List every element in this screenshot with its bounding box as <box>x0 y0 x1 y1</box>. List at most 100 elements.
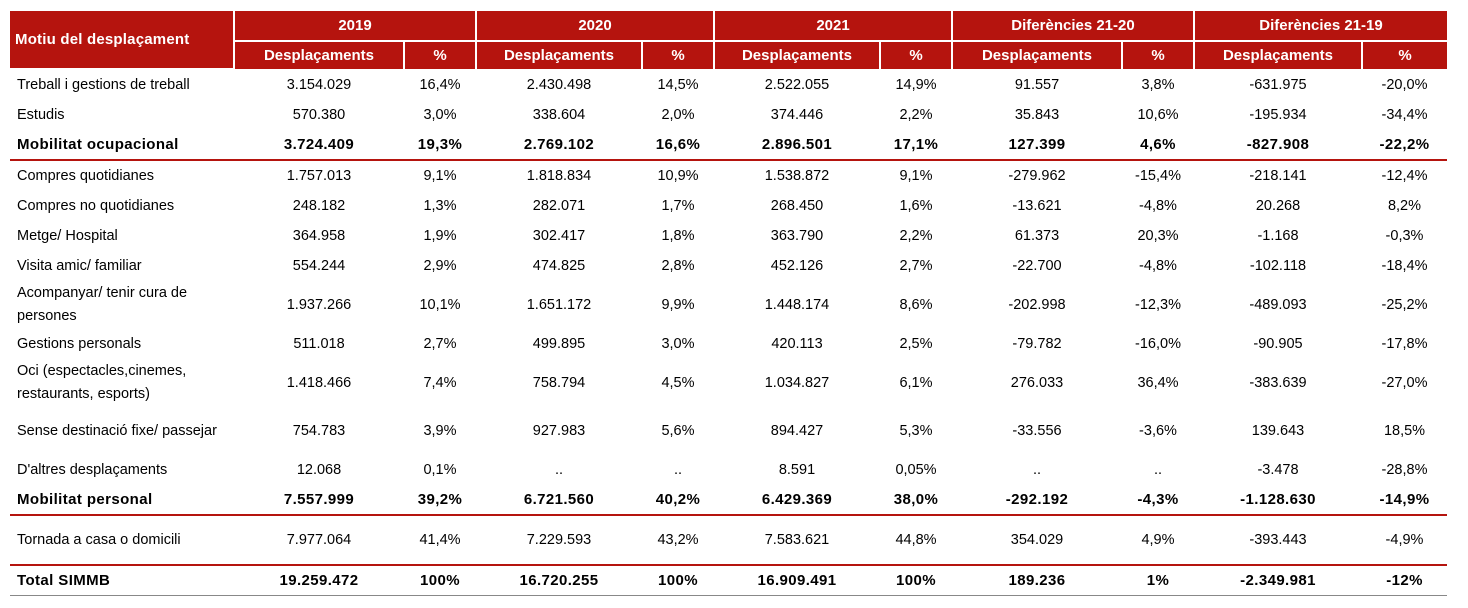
cell-diff2120-desp: -292.192 <box>952 485 1122 516</box>
cell-diff2119-desp: -3.478 <box>1257 462 1299 478</box>
row-compres-no-quotidianes: Compres no quotidianes 248.182 1,3% 282.071… <box>10 191 1447 221</box>
cell-2021-desp: 7.583.621 <box>714 515 880 566</box>
cell-2019-pct: 10,1% <box>419 297 461 313</box>
cell-diff2119-pct: -25,2% <box>1381 297 1428 313</box>
cell-2019-desp: 19.259.472 <box>234 565 404 596</box>
cell-2019-desp: 554.244 <box>292 258 346 274</box>
cell-2021-pct: 2,5% <box>899 336 933 352</box>
cell-2019-desp: 1.937.266 <box>286 297 352 313</box>
cell-diff2119-desp: -2.349.981 <box>1194 565 1362 596</box>
cell-2020-pct: 1,7% <box>661 198 695 214</box>
cell-2019-pct: 1,3% <box>423 198 457 214</box>
row-label: D'altres desplaçaments <box>17 461 168 478</box>
cell-diff2119-desp: -1.128.630 <box>1194 485 1362 516</box>
cell-diff2119-desp: -1.168 <box>1257 228 1299 244</box>
cell-2020-pct: 14,5% <box>657 76 699 93</box>
header-group-2021: 2021 <box>714 11 953 42</box>
row-oci: Oci (espectacles,cinemes, restaurants, e… <box>10 359 1447 407</box>
cell-diff2119-desp: -393.443 <box>1194 515 1362 566</box>
row-label: Compres no quotidianes <box>17 197 175 214</box>
row-label: Treball i gestions de treball <box>17 76 190 93</box>
row-mobilitat-personal: Mobilitat personal 7.557.999 39,2% 6.721.56… <box>10 485 1447 516</box>
cell-diff2120-desp: 35.843 <box>1014 107 1060 123</box>
cell-diff2120-pct: -15,4% <box>1135 168 1181 184</box>
cell-2019-pct: 2,7% <box>423 336 457 352</box>
cell-2020-desp: .. <box>554 462 564 478</box>
subheader-percent: % <box>404 41 477 69</box>
cell-2019-pct: 9,1% <box>423 168 457 184</box>
cell-diff2120-desp: -33.556 <box>1012 423 1062 439</box>
cell-2020-desp: 16.720.255 <box>476 565 642 596</box>
row-acompanyar: Acompanyar/ tenir cura de persones 1.937.… <box>10 281 1447 329</box>
cell-2019-desp: 1.757.013 <box>286 168 352 184</box>
cell-2019-desp: 754.783 <box>292 423 346 439</box>
cell-2021-desp: 420.113 <box>771 336 823 352</box>
cell-2019-desp: 3.154.029 <box>286 76 352 93</box>
cell-diff2119-pct: -18,4% <box>1381 258 1428 274</box>
subheader-desplacaments: Desplaçaments <box>476 41 643 69</box>
cell-2020-desp: 7.229.593 <box>476 515 642 566</box>
row-label: Metge/ Hospital <box>17 227 118 244</box>
table-body: Treball i gestions de treball 3.154.029 16… <box>10 69 1447 596</box>
cell-diff2119-desp: -383.639 <box>1249 375 1307 391</box>
cell-2021-desp: 363.790 <box>770 228 824 244</box>
cell-2021-pct: 44,8% <box>880 515 952 566</box>
cell-diff2119-desp: -102.118 <box>1249 258 1307 274</box>
cell-2020-desp: 282.071 <box>532 198 586 214</box>
cell-2019-pct: 2,9% <box>423 258 457 274</box>
cell-diff2120-pct: 1% <box>1122 565 1194 596</box>
cell-2019-pct: 7,4% <box>423 375 457 391</box>
row-compres-quotidianes: Compres quotidianes 1.757.013 9,1% 1.818.83… <box>10 160 1447 191</box>
cell-diff2119-desp: -195.934 <box>1249 107 1307 123</box>
cell-2021-desp: 16.909.491 <box>714 565 880 596</box>
row-altres: D'altres desplaçaments 12.068 0,1%.... 8.59… <box>10 455 1447 485</box>
cell-2021-desp: 894.427 <box>770 423 824 439</box>
cell-2019-pct: 3,9% <box>423 423 457 439</box>
cell-diff2120-pct: 10,6% <box>1137 107 1179 123</box>
cell-2021-pct: 9,1% <box>899 168 933 184</box>
cell-diff2120-pct: -4,3% <box>1122 485 1194 516</box>
row-sense-destinacio: Sense destinació fixe/ passejar 754.783 3,… <box>10 407 1447 455</box>
row-label: Mobilitat ocupacional <box>10 130 234 161</box>
cell-2020-desp: 2.430.498 <box>526 76 592 93</box>
cell-2020-desp: 302.417 <box>532 228 586 244</box>
cell-diff2120-desp: -279.962 <box>1008 168 1066 184</box>
cell-diff2120-pct: -12,3% <box>1135 297 1181 313</box>
mobility-table: Motiu del desplaçament 2019 2020 2021 Di… <box>10 11 1447 596</box>
subheader-percent: % <box>880 41 953 69</box>
cell-2019-desp: 511.018 <box>293 336 345 352</box>
cell-2019-desp: 3.724.409 <box>234 130 404 161</box>
cell-diff2120-desp: 61.373 <box>1014 228 1060 244</box>
cell-2021-pct: 17,1% <box>880 130 952 161</box>
cell-2019-pct: 1,9% <box>423 228 457 244</box>
header-group-2019: 2019 <box>234 11 477 42</box>
cell-diff2120-desp: 354.029 <box>952 515 1122 566</box>
cell-diff2120-pct: -16,0% <box>1135 336 1181 352</box>
cell-diff2119-pct: -27,0% <box>1381 375 1428 391</box>
row-estudis: Estudis 570.380 3,0% 338.604 2,0% 374.446 2,2%… <box>10 100 1447 130</box>
cell-2020-pct: 43,2% <box>642 515 714 566</box>
cell-2020-desp: 338.604 <box>532 107 586 123</box>
cell-2019-desp: 7.977.064 <box>234 515 404 566</box>
row-tornada: Tornada a casa o domicili 7.977.064 41,4% 7… <box>10 515 1447 566</box>
cell-2021-desp: 268.450 <box>770 198 824 214</box>
cell-diff2120-desp: -22.700 <box>1012 258 1062 274</box>
cell-2021-desp: 2.522.055 <box>764 76 830 93</box>
cell-diff2119-pct: -12,4% <box>1381 168 1428 184</box>
cell-2019-desp: 570.380 <box>292 107 346 123</box>
cell-2021-desp: 6.429.369 <box>714 485 880 516</box>
row-label: Estudis <box>17 106 65 123</box>
cell-2020-pct: 2,0% <box>661 107 695 123</box>
cell-diff2119-pct: -28,8% <box>1381 462 1428 478</box>
cell-2021-pct: 100% <box>880 565 952 596</box>
cell-2020-pct: 40,2% <box>642 485 714 516</box>
cell-2019-desp: 7.557.999 <box>234 485 404 516</box>
cell-2019-pct: 41,4% <box>404 515 476 566</box>
cell-diff2120-pct: -4,8% <box>1139 258 1177 274</box>
row-treball: Treball i gestions de treball 3.154.029 16… <box>10 69 1447 100</box>
row-total: Total SIMMB 19.259.472 100% 16.720.255 100% 1… <box>10 565 1447 596</box>
cell-diff2119-pct: -0,3% <box>1385 228 1424 244</box>
cell-2021-pct: 2,7% <box>899 258 933 274</box>
cell-2020-desp: 474.825 <box>532 258 586 274</box>
cell-2021-pct: 5,3% <box>899 423 933 439</box>
